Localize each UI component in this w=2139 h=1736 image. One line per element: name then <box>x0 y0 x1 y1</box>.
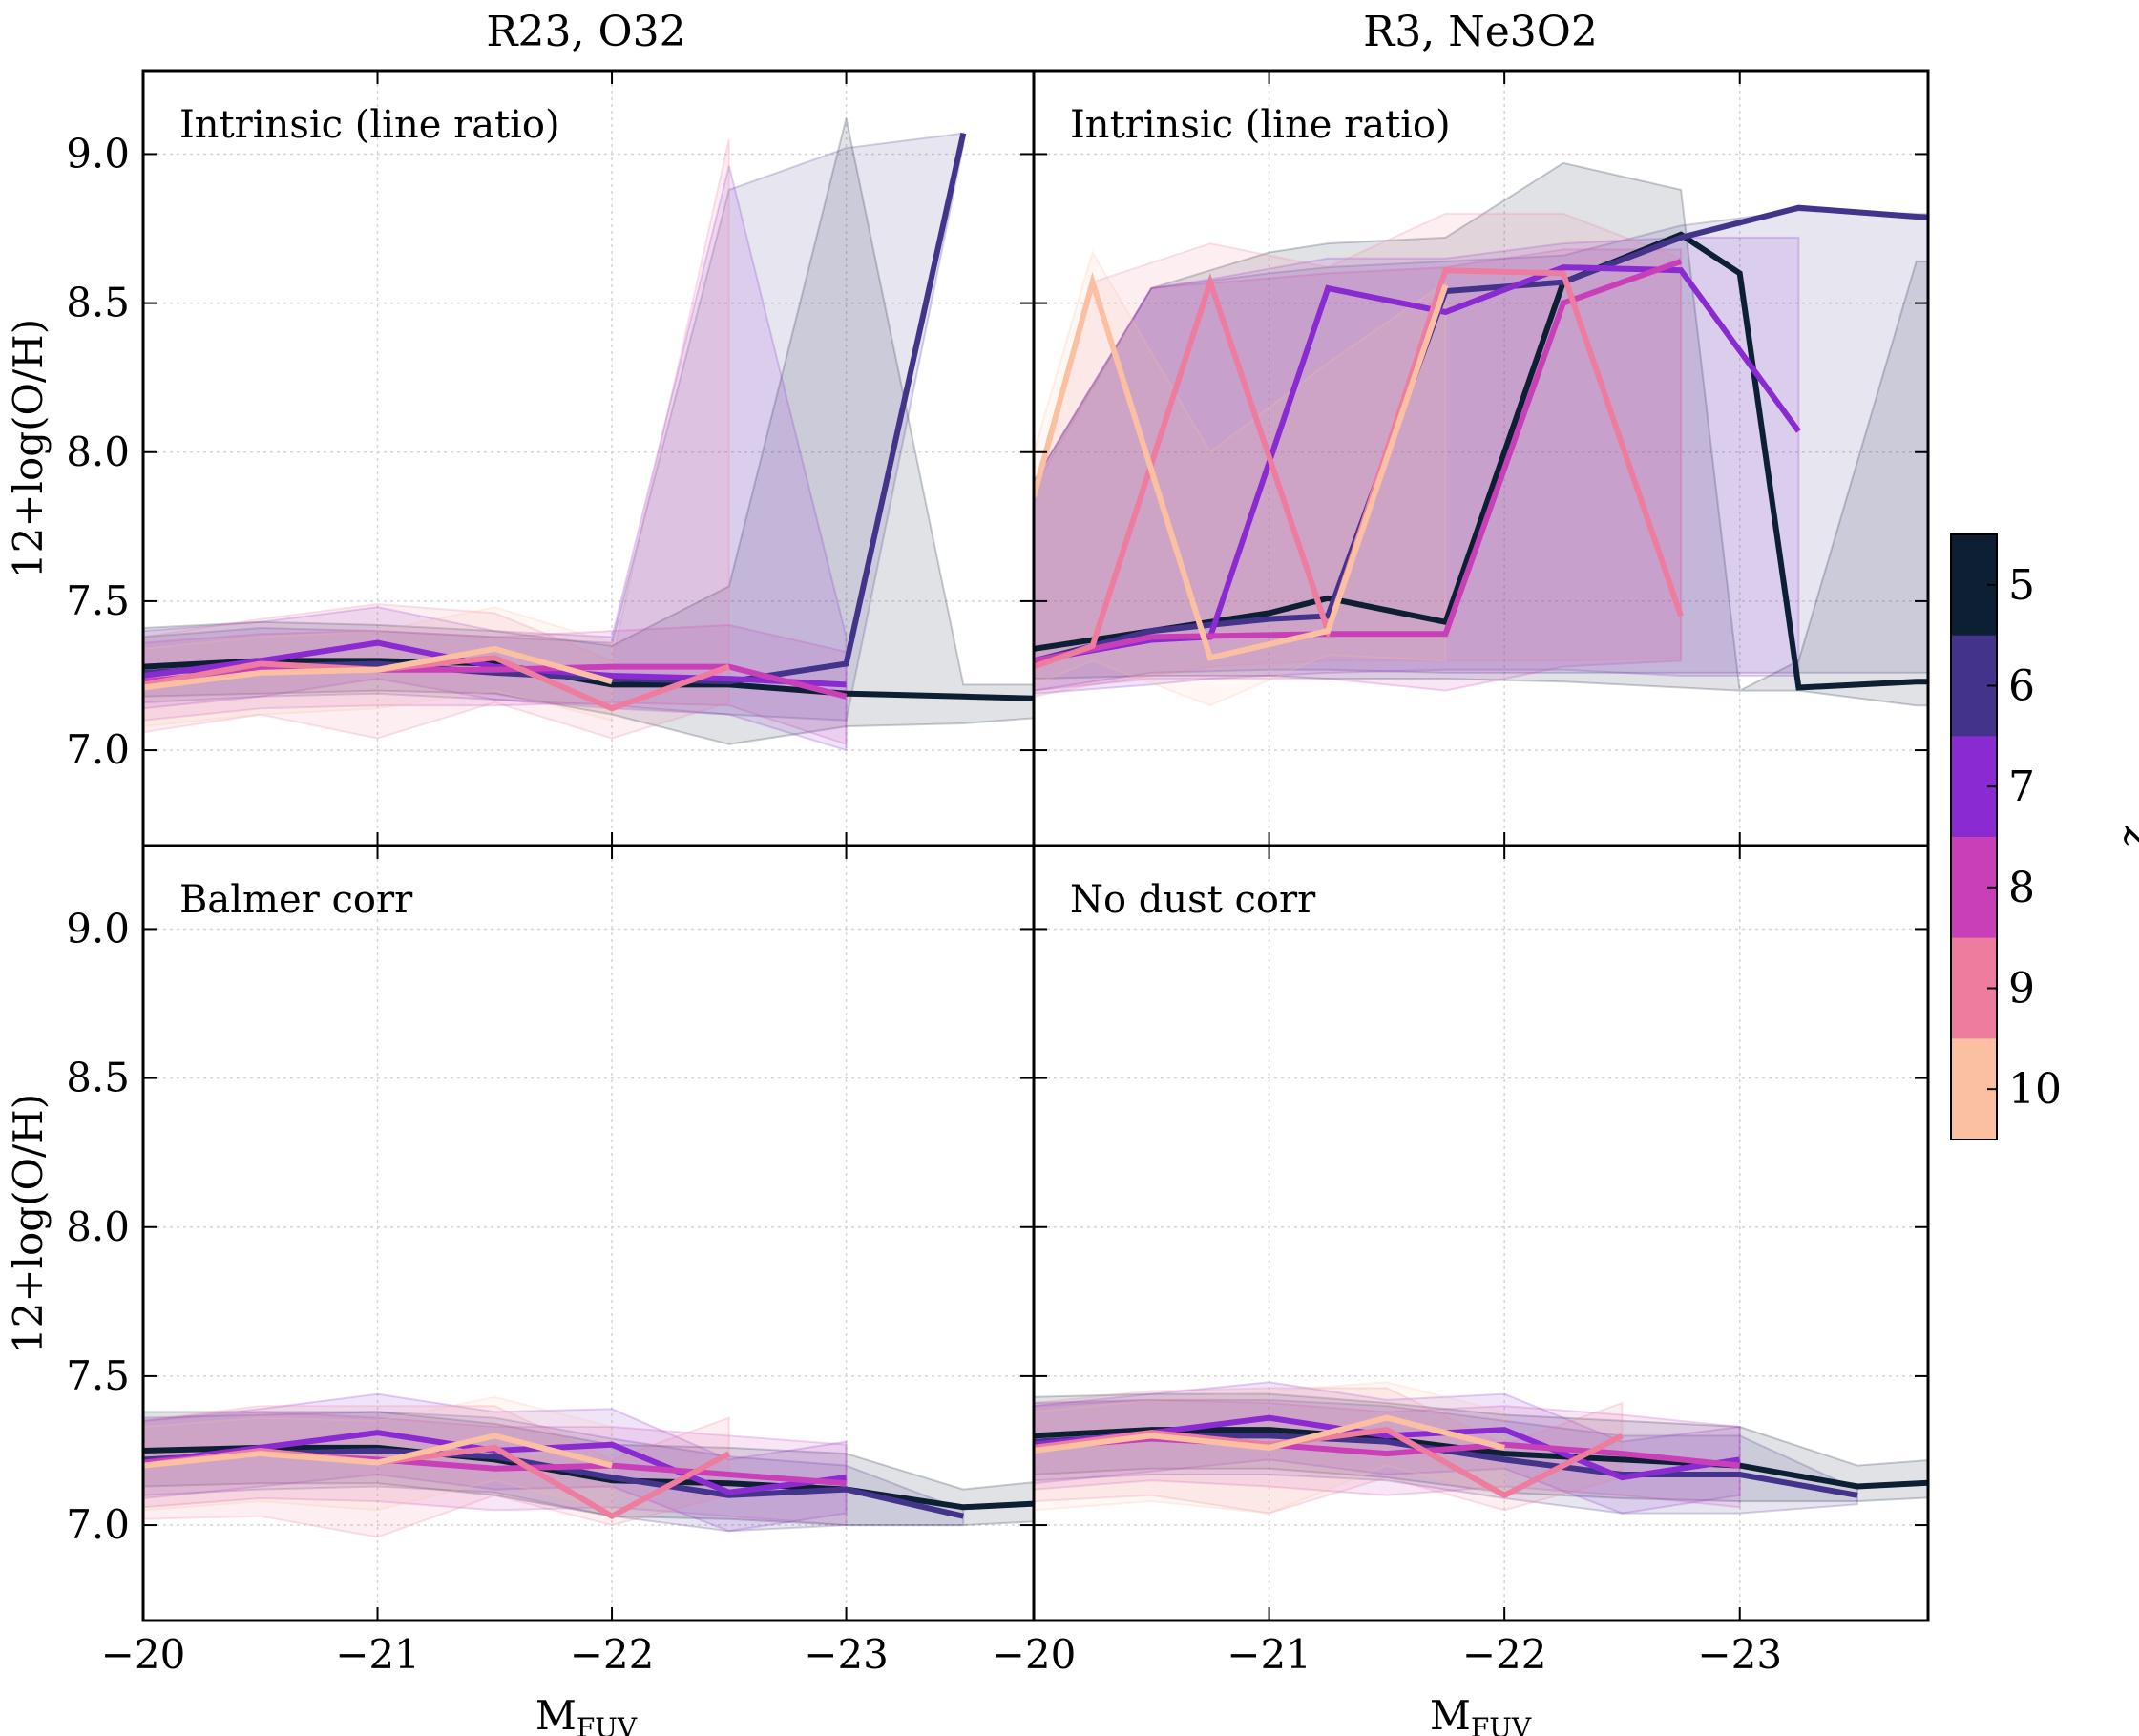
colorbar-tick-label: 8 <box>2008 864 2035 912</box>
y-tick-label: 8.0 <box>66 429 130 475</box>
xlabel-right-main: M <box>1430 1692 1471 1736</box>
panel-4: −20 −21 −22 −23 No dust corr <box>992 844 1930 1678</box>
series-line-z8 <box>1034 259 1683 664</box>
series-line-z5 <box>143 1444 1034 1511</box>
band-z7 <box>1034 1381 1741 1515</box>
band-z7 <box>143 165 848 752</box>
series-line-z10 <box>143 645 613 691</box>
panel-label: Balmer corr <box>179 878 413 922</box>
series-line-z10 <box>1034 272 1449 661</box>
series-line-z7 <box>143 639 847 688</box>
xlabel-right-sub: FUV <box>1471 1712 1532 1736</box>
panel-label: Intrinsic (line ratio) <box>179 103 560 147</box>
column-title-right: R3, Ne3O2 <box>1363 8 1598 56</box>
band-z10 <box>143 1395 614 1512</box>
x-tick-label: −20 <box>101 1631 186 1678</box>
band-z8 <box>1034 248 1683 692</box>
band-z5 <box>1034 161 1928 707</box>
x-tick-label: −22 <box>570 1631 655 1678</box>
series-line-z10 <box>143 1433 613 1469</box>
colorbar-tick-label: 7 <box>2008 763 2035 811</box>
series-line-z9 <box>1034 1427 1624 1499</box>
band-z8 <box>143 623 848 746</box>
band-z5 <box>143 117 1034 745</box>
band-z6 <box>1034 209 1928 692</box>
colorbar-tick-label: 9 <box>2008 965 2035 1014</box>
x-tick-label: −21 <box>1227 1631 1311 1678</box>
series-line-z10 <box>1034 1414 1505 1454</box>
x-tick-label: −22 <box>1462 1631 1547 1678</box>
x-tick-label: −23 <box>804 1631 889 1678</box>
series-line-z5 <box>143 658 1034 701</box>
x-tick-label: −21 <box>335 1631 420 1678</box>
series-line-z8 <box>1034 1435 1741 1469</box>
xlabel-left-main: M <box>535 1692 577 1736</box>
panel-label: No dust corr <box>1070 878 1316 922</box>
y-tick-label: 7.0 <box>66 726 130 773</box>
y-tick-label: 9.0 <box>66 905 130 952</box>
x-tick-label: −20 <box>992 1631 1077 1678</box>
panel-3: 7.0 7.5 8.0 8.5 9.0 −20 −21 −22 −23 Balmer corr <box>66 844 1036 1678</box>
x-tick-label: −23 <box>1697 1631 1782 1678</box>
y-tick-label: 8.5 <box>66 1055 130 1101</box>
colorbar: 5 6 7 8 9 10 z <box>1950 533 2139 1140</box>
xlabel-right: MFUV <box>1430 1692 1532 1736</box>
panel-2: Intrinsic (line ratio) <box>1032 69 1930 847</box>
colorbar-frame <box>1950 533 1998 1140</box>
y-tick-label: 8.0 <box>66 1203 130 1250</box>
colorbar-tick-label: 5 <box>2008 561 2035 610</box>
series-line-z9 <box>143 655 730 712</box>
y-tick-label: 9.0 <box>66 130 130 177</box>
colorbar-label: z <box>2114 825 2139 848</box>
ylabel-top: 12+log(O/H) <box>5 319 52 578</box>
xlabel-left-sub: FUV <box>577 1712 638 1736</box>
y-tick-label: 7.0 <box>66 1501 130 1548</box>
colorbar-tick-label: 6 <box>2008 662 2035 711</box>
y-tick-label: 7.5 <box>66 577 130 624</box>
band-z7 <box>143 1392 848 1533</box>
column-title-left: R23, O32 <box>486 8 685 56</box>
ylabel-bottom: 12+log(O/H) <box>5 1094 52 1353</box>
colorbar-tick-label: 10 <box>2008 1065 2062 1114</box>
y-tick-label: 7.5 <box>66 1352 130 1399</box>
xlabel-left: MFUV <box>535 1692 638 1736</box>
panel-1: 7.0 7.5 8.0 8.5 9.0 Intrinsic (line ratio) <box>66 69 1036 847</box>
y-tick-label: 8.5 <box>66 280 130 326</box>
panel-frame <box>1032 844 1930 1622</box>
panel-label: Intrinsic (line ratio) <box>1070 103 1451 147</box>
